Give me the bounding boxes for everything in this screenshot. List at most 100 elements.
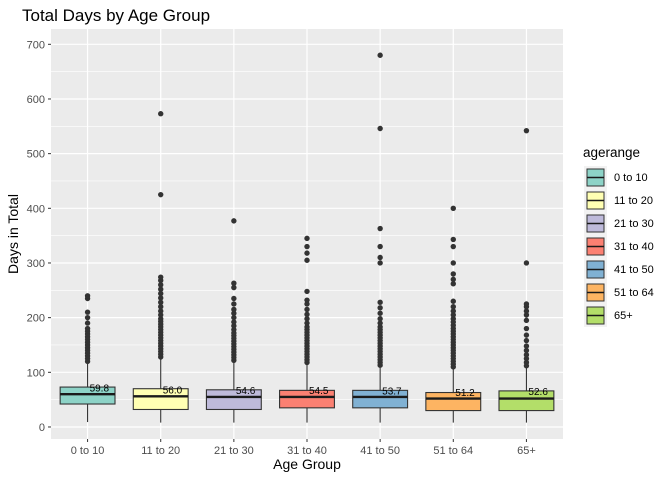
outlier-point	[377, 125, 383, 132]
y-tick-label: 400	[27, 203, 45, 215]
y-axis-label: Days in Total	[5, 194, 21, 274]
outlier-point	[231, 314, 237, 321]
outlier-point	[377, 260, 383, 266]
outlier-point	[158, 316, 164, 322]
outlier-point	[231, 326, 237, 333]
outlier-point	[231, 218, 237, 224]
outlier-point	[523, 301, 530, 307]
outlier-point	[231, 284, 237, 291]
outlier-point	[523, 332, 530, 338]
box-group: 54.5	[279, 235, 335, 423]
outlier-point	[523, 355, 530, 362]
outlier-point	[450, 236, 456, 243]
outlier-point	[304, 306, 310, 313]
outlier-point	[377, 310, 383, 316]
outlier-point	[450, 276, 456, 283]
outlier-point	[377, 243, 383, 250]
x-tick-label: 31 to 40	[287, 445, 327, 457]
x-tick-label: 21 to 30	[214, 445, 254, 457]
box-iqr	[59, 386, 116, 405]
outlier-point	[231, 301, 237, 307]
y-tick-label: 600	[27, 94, 45, 106]
chart-title: Total Days by Age Group	[22, 6, 210, 25]
outlier-point	[523, 325, 530, 332]
legend-label: 0 to 10	[614, 172, 648, 184]
box-group: 54.6	[205, 218, 262, 423]
legend-title: agerange	[583, 145, 640, 160]
outlier-point	[158, 274, 164, 280]
x-tick-label: 0 to 10	[71, 445, 105, 457]
y-tick-label: 200	[27, 313, 45, 325]
outlier-point	[304, 257, 310, 263]
outlier-point	[450, 260, 456, 266]
outlier-point	[523, 352, 530, 358]
legend-label: 31 to 40	[614, 241, 654, 253]
outlier-point	[158, 290, 164, 297]
mean-label: 52.6	[528, 387, 548, 398]
outlier-point	[84, 320, 91, 326]
outlier-point	[450, 298, 456, 304]
outlier-point	[304, 288, 310, 295]
legend-label: 65+	[614, 310, 633, 322]
outlier-point	[84, 325, 91, 332]
outlier-point	[523, 343, 530, 349]
outlier-point	[84, 314, 91, 321]
outlier-point	[377, 316, 383, 322]
outlier-point	[523, 347, 530, 354]
mean-label: 56.0	[163, 385, 183, 396]
outlier-point	[304, 320, 310, 326]
x-tick-label: 11 to 20	[141, 445, 180, 457]
outlier-point	[231, 306, 237, 313]
box-iqr	[205, 389, 262, 411]
outlier-point	[158, 111, 164, 117]
y-tick-label: 700	[27, 39, 45, 51]
outlier-point	[450, 281, 456, 287]
mean-label: 59.8	[90, 383, 110, 394]
outlier-point	[523, 312, 530, 318]
outlier-point	[158, 286, 164, 292]
x-tick-label: 51 to 64	[433, 445, 473, 457]
outlier-point	[158, 299, 164, 306]
outlier-point	[158, 191, 164, 198]
outlier-point	[304, 250, 310, 256]
box-iqr	[279, 389, 335, 409]
box-group: 51.2	[425, 205, 482, 423]
box-group: 56.0	[132, 111, 189, 423]
outlier-point	[304, 324, 310, 330]
y-tick-label: 500	[27, 149, 45, 161]
outlier-point	[450, 243, 456, 250]
mean-label: 53.7	[382, 387, 402, 398]
outlier-point	[231, 295, 237, 302]
outlier-point	[231, 319, 237, 325]
legend: agerange 0 to 10 11 to 20 21 to 30 31 to 40…	[583, 145, 654, 327]
outlier-point	[450, 304, 456, 310]
mean-label: 51.2	[455, 388, 475, 399]
outlier-point	[523, 359, 530, 366]
outlier-point	[304, 301, 310, 307]
outlier-point	[158, 295, 164, 301]
mean-label: 54.6	[236, 386, 256, 397]
outlier-point	[377, 225, 383, 232]
outlier-point	[450, 312, 456, 318]
legend-label: 51 to 64	[614, 287, 654, 299]
box-group: 53.7	[352, 52, 409, 423]
box-iqr	[425, 391, 482, 412]
outlier-point	[231, 310, 237, 316]
x-axis-ticks: 0 to 10 11 to 20 21 to 30 31 to 40 41 to 50 5…	[71, 439, 536, 457]
outlier-point	[450, 316, 456, 322]
outlier-point	[377, 305, 383, 311]
outlier-point	[377, 254, 383, 261]
y-tick-label: 0	[39, 422, 45, 434]
outlier-point	[158, 282, 164, 288]
outlier-point	[304, 316, 310, 322]
outlier-point	[158, 304, 164, 310]
outlier-point	[523, 337, 530, 344]
outlier-point	[450, 308, 456, 314]
mean-label: 54.5	[309, 386, 329, 397]
legend-label: 41 to 50	[614, 264, 654, 276]
outlier-point	[304, 243, 310, 250]
x-axis-label: Age Group	[273, 456, 341, 472]
outlier-point	[84, 293, 91, 299]
outlier-point	[304, 235, 310, 242]
